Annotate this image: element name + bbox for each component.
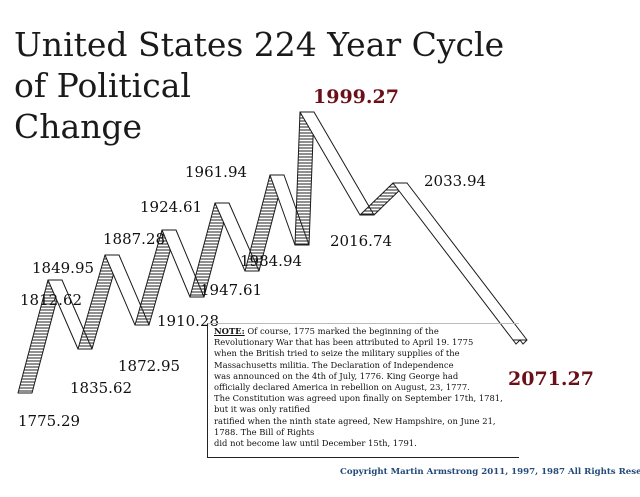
cycle-ribbon bbox=[17, 111, 528, 394]
title-line-1: United States 224 Year Cycle bbox=[14, 25, 504, 64]
point-label-1984-94: 1984.94 bbox=[240, 252, 302, 270]
copyright-text: Copyright Martin Armstrong 2011, 1997, 1… bbox=[340, 467, 640, 477]
point-label-1947-61: 1947.61 bbox=[200, 281, 262, 299]
point-label-1849-95: 1849.95 bbox=[32, 259, 94, 277]
title-line-2: of Political bbox=[14, 66, 191, 105]
note-line-6: officially declared America in rebellion… bbox=[214, 382, 470, 393]
ribbon-end-cap bbox=[512, 339, 528, 345]
note-line-1: Of course, 1775 marked the beginning of … bbox=[244, 326, 439, 336]
point-label-1835-62: 1835.62 bbox=[70, 379, 132, 397]
point-label-1910-28: 1910.28 bbox=[157, 312, 219, 330]
note-line-8: ratified when the ninth state agreed, Ne… bbox=[214, 415, 496, 437]
point-labels: 1775.29 1812.62 1835.62 1849.95 1872.95 1887.… bbox=[18, 86, 594, 430]
point-label-1961-94: 1961.94 bbox=[185, 163, 247, 181]
note-line-2: Revolutionary War that has been attribut… bbox=[214, 337, 474, 348]
title-line-3: Change bbox=[14, 107, 142, 146]
point-label-1887-28: 1887.28 bbox=[103, 230, 165, 248]
point-label-1812-62: 1812.62 bbox=[20, 291, 82, 309]
point-label-2033-94: 2033.94 bbox=[424, 172, 486, 190]
point-label-1924-61: 1924.61 bbox=[140, 198, 202, 216]
note-line-4: Massachusetts militia. The Declaration o… bbox=[214, 359, 454, 370]
note-heading: NOTE: bbox=[214, 326, 245, 336]
ribbon-segment bbox=[392, 182, 528, 341]
note-box: NOTE: Of course, 1775 marked the beginni… bbox=[207, 323, 519, 458]
point-label-2016-74: 2016.74 bbox=[330, 232, 392, 250]
point-label-2071-27: 2071.27 bbox=[508, 368, 594, 390]
note-line-9: did not become law until December 15th, … bbox=[214, 438, 417, 449]
note-line-5: was announced on the 4th of July, 1776. … bbox=[214, 370, 459, 381]
point-label-1872-95: 1872.95 bbox=[118, 357, 180, 375]
note-line-3: when the British tried to seize the mili… bbox=[214, 348, 460, 359]
chart-title: United States 224 Year Cycle of Politica… bbox=[14, 25, 504, 146]
point-label-1775-29: 1775.29 bbox=[18, 412, 80, 430]
note-line-7: The Constitution was agreed upon finally… bbox=[214, 393, 503, 415]
point-label-1999-27: 1999.27 bbox=[313, 86, 399, 108]
